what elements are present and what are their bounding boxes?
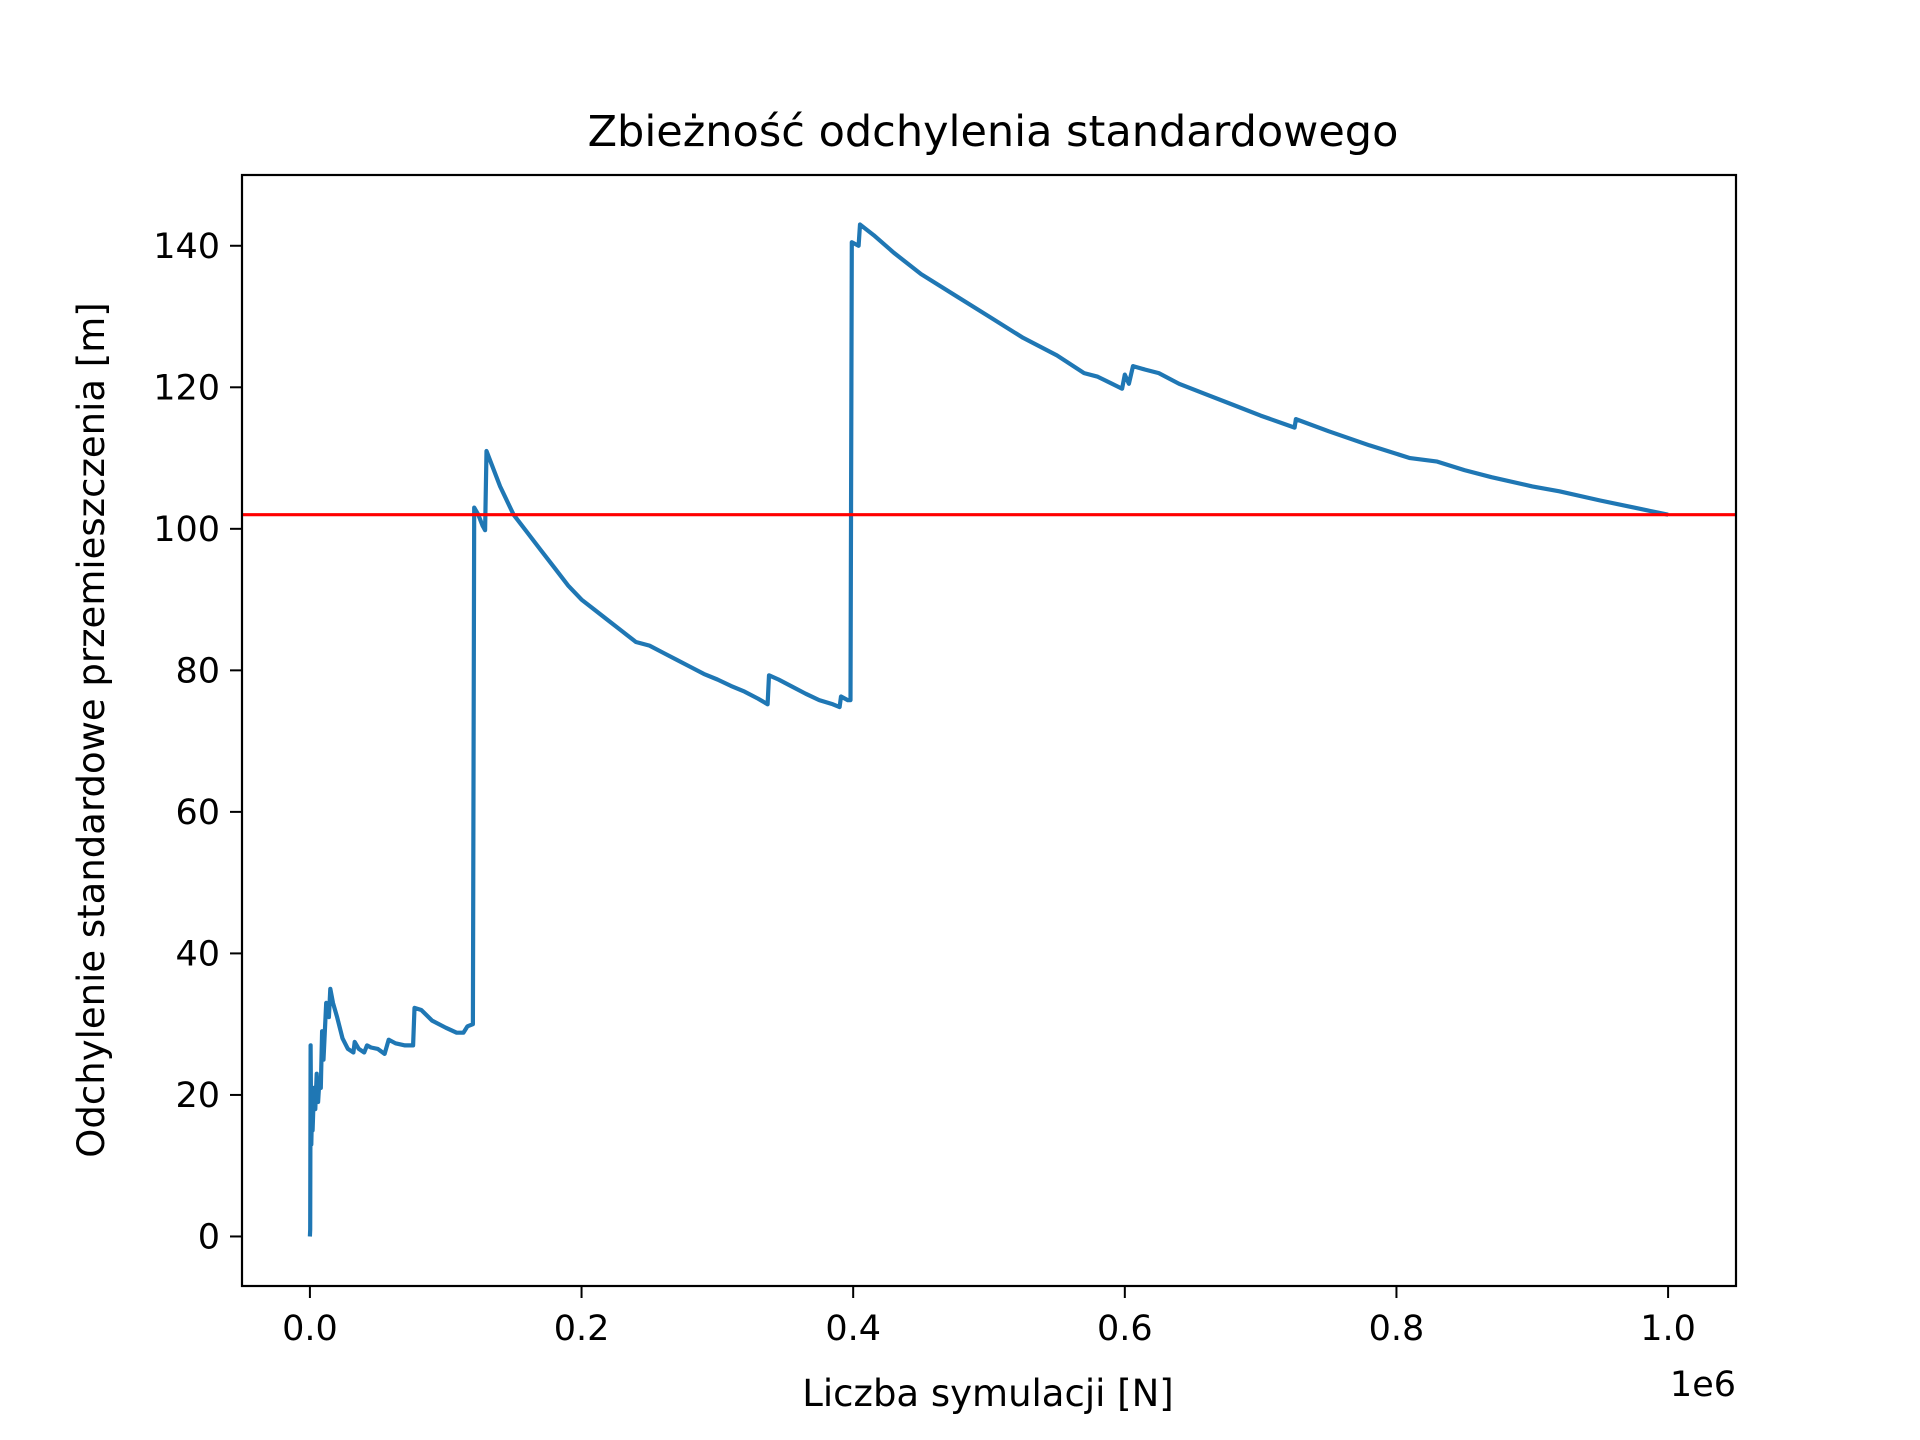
y-tick-label: 80 [175,651,220,691]
y-tick-label: 120 [153,368,220,408]
y-axis-ticks: 0 20 40 60 80 100 120 140 [153,227,242,1257]
y-tick-label: 100 [153,510,220,550]
y-tick-label: 0 [198,1217,220,1257]
y-tick-label: 60 [175,793,220,833]
x-tick-label: 0.4 [825,1309,881,1349]
y-tick-label: 140 [153,227,220,267]
x-axis-ticks: 0.0 0.2 0.4 0.6 0.8 1.0 [282,1286,1696,1349]
x-tick-label: 0.8 [1369,1309,1425,1349]
x-axis-offset-label: 1e6 [1670,1365,1736,1405]
plot-area [242,222,1736,1237]
x-axis-label: Liczba symulacji [N] [802,1372,1173,1415]
y-tick-label: 20 [175,1076,220,1116]
y-tick-label: 40 [175,934,220,974]
series-line [307,222,1669,1237]
x-tick-label: 0.2 [554,1309,610,1349]
x-tick-label: 0.6 [1097,1309,1153,1349]
y-axis-label: Odchylenie standardowe przemieszczenia [… [70,302,113,1157]
x-tick-label: 0.0 [282,1309,338,1349]
plot-frame [240,173,1738,1288]
chart-title: Zbieżność odchylenia standardowego [588,107,1399,157]
x-tick-label: 1.0 [1640,1309,1696,1349]
